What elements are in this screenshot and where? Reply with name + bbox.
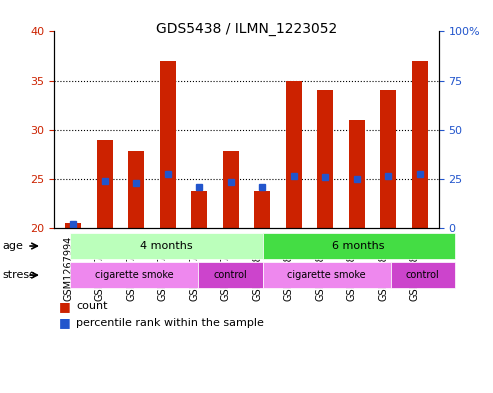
Bar (381, 90, 396, 228)
Bar (349, 120, 365, 228)
Bar (286, 81, 302, 228)
Bar (128, 151, 144, 228)
Bar (97, 140, 112, 228)
Bar (223, 151, 239, 228)
Bar (65, 223, 81, 228)
Bar (160, 61, 176, 228)
Text: ■: ■ (59, 316, 71, 329)
Text: age: age (2, 241, 23, 251)
Text: ■: ■ (59, 299, 71, 313)
Text: stress: stress (2, 270, 35, 280)
Bar (191, 191, 207, 228)
Text: percentile rank within the sample: percentile rank within the sample (76, 318, 264, 328)
Text: count: count (76, 301, 108, 311)
Bar (254, 191, 270, 228)
Bar (317, 90, 333, 228)
Text: cigarette smoke: cigarette smoke (287, 270, 366, 280)
Text: 4 months: 4 months (140, 241, 193, 251)
Text: 6 months: 6 months (332, 241, 385, 251)
Bar (412, 61, 428, 228)
Text: control: control (213, 270, 247, 280)
Text: cigarette smoke: cigarette smoke (95, 270, 174, 280)
Text: control: control (406, 270, 440, 280)
Text: GDS5438 / ILMN_1223052: GDS5438 / ILMN_1223052 (156, 22, 337, 36)
